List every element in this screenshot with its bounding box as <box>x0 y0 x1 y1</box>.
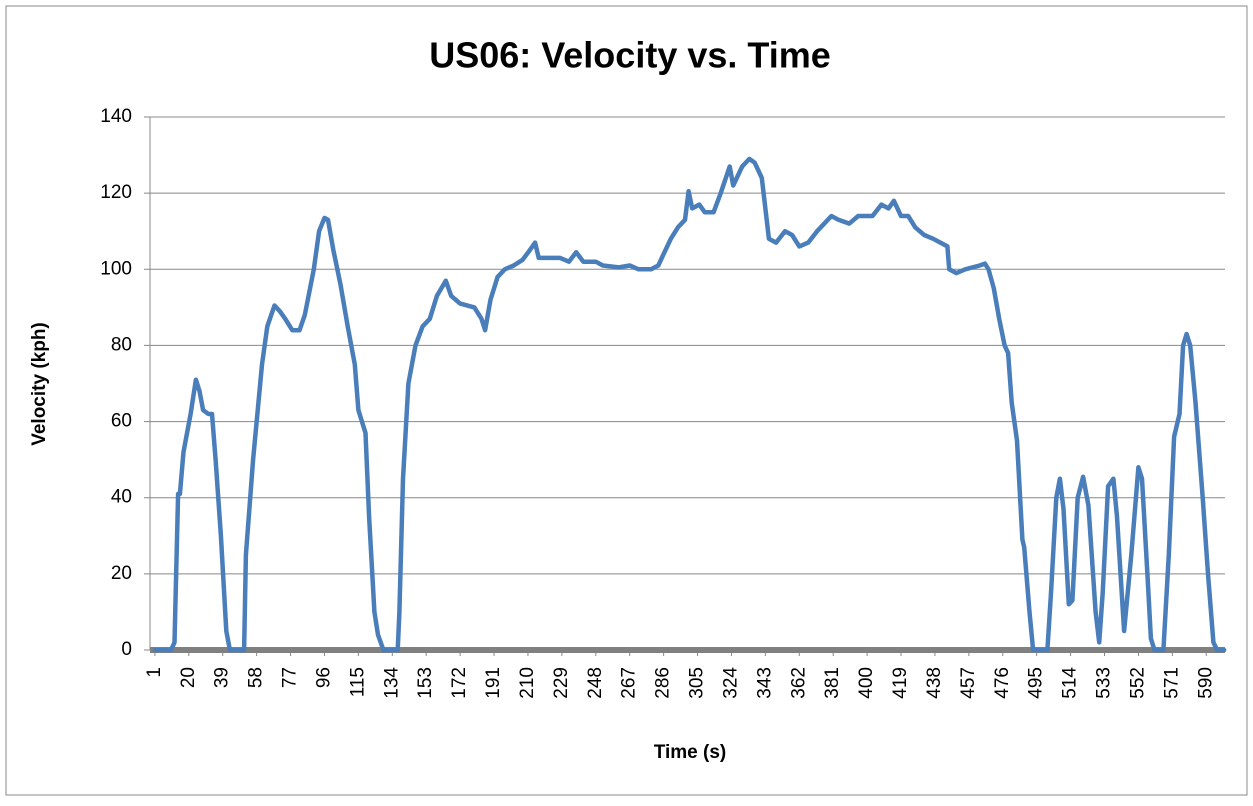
x-tick-label: 153 <box>415 667 436 699</box>
x-tick-label: 58 <box>246 667 267 688</box>
y-tick-label: 60 <box>111 411 132 432</box>
x-tick-label: 267 <box>619 667 640 699</box>
x-tick-label: 96 <box>313 667 334 688</box>
x-tick-label: 495 <box>1026 667 1047 699</box>
x-tick-label: 419 <box>890 667 911 699</box>
y-tick-label: 140 <box>100 106 132 127</box>
y-tick-label: 0 <box>121 639 132 660</box>
x-tick-label: 39 <box>212 667 233 688</box>
x-tick-label: 210 <box>517 667 538 699</box>
y-tick-label: 40 <box>111 487 132 508</box>
x-axis-label: Time (s) <box>654 742 727 763</box>
y-tick-label: 80 <box>111 334 132 355</box>
x-tick-label: 381 <box>822 667 843 699</box>
x-tick-label: 115 <box>347 667 368 697</box>
x-tick-label: 438 <box>924 667 945 699</box>
x-tick-label: 286 <box>653 667 674 699</box>
x-tick-label: 400 <box>856 667 877 699</box>
chart-frame <box>5 5 1248 796</box>
x-tick-label: 476 <box>992 667 1013 699</box>
x-tick-label: 324 <box>720 667 741 699</box>
x-tick-label: 533 <box>1094 667 1115 699</box>
x-tick-label: 514 <box>1060 667 1081 699</box>
y-tick-label: 120 <box>100 182 132 203</box>
x-tick-label: 305 <box>687 667 708 699</box>
x-tick-label: 134 <box>381 667 402 699</box>
x-tick-label: 362 <box>788 667 809 699</box>
velocity-line <box>152 156 1227 653</box>
y-tick-label: 20 <box>111 563 132 584</box>
x-tick-label: 77 <box>280 667 301 688</box>
x-tick-label: 229 <box>551 667 572 699</box>
x-tick-label: 191 <box>483 667 504 699</box>
x-tick-label: 552 <box>1127 667 1148 699</box>
x-tick-label: 248 <box>585 667 606 699</box>
y-tick-label: 100 <box>100 258 132 279</box>
x-tick-label: 571 <box>1161 667 1182 699</box>
x-tick-label: 1 <box>144 667 165 678</box>
x-tick-label: 20 <box>178 667 199 688</box>
x-tick-label: 343 <box>754 667 775 699</box>
chart-title: US06: Velocity vs. Time <box>429 35 831 76</box>
x-tick-label: 457 <box>958 667 979 699</box>
x-tick-label: 172 <box>449 667 470 699</box>
y-axis-label: Velocity (kph) <box>29 322 50 446</box>
x-tick-label: 590 <box>1195 667 1216 699</box>
